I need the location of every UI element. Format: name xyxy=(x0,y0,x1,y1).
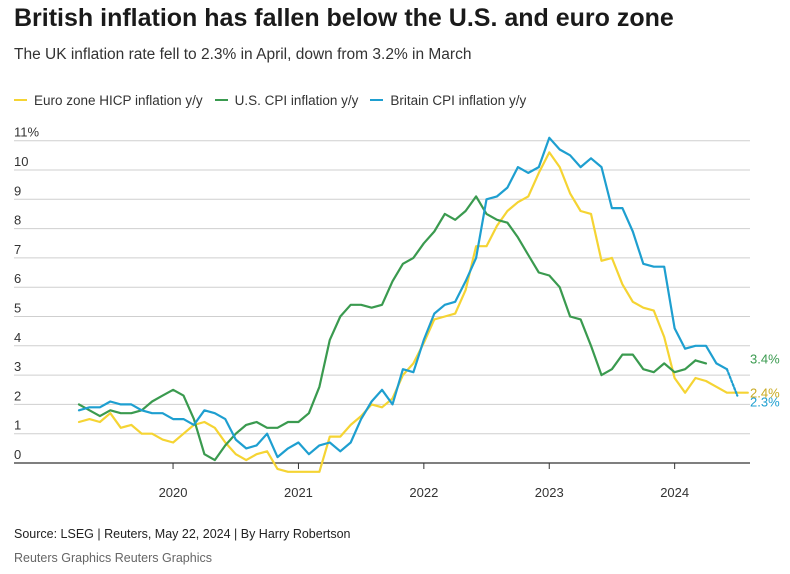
series-latest-segment-us xyxy=(694,359,708,365)
x-tick-label: 2021 xyxy=(284,485,313,500)
x-tick-label: 2022 xyxy=(409,485,438,500)
legend-item-us: U.S. CPI inflation y/y xyxy=(214,92,359,108)
y-tick-label: 1 xyxy=(14,418,21,433)
end-label-us: 3.4% xyxy=(750,351,780,366)
legend-item-uk: Britain CPI inflation y/y xyxy=(370,93,526,108)
x-tick-label: 2020 xyxy=(159,485,188,500)
y-tick-label: 5 xyxy=(14,301,21,316)
y-tick-label: 2 xyxy=(14,388,21,403)
legend-label-euro: Euro zone HICP inflation y/y xyxy=(34,92,203,108)
credit-note: Reuters Graphics Reuters Graphics xyxy=(14,551,212,565)
legend-swatch-uk xyxy=(370,98,384,102)
end-label-uk: 2.3% xyxy=(750,395,780,410)
series-latest-segment-uk xyxy=(725,368,739,397)
series-line-euro xyxy=(77,151,739,473)
y-tick-label: 4 xyxy=(14,330,21,345)
y-tick-label: 10 xyxy=(14,154,28,169)
line-chart: 0 1 2 3 4 5 6 7 8 9 10 11% 2020 2021 2022 2023 2024 2.4% 3… xyxy=(14,125,780,500)
series-line-uk xyxy=(77,136,729,459)
x-tick-label: 2023 xyxy=(535,485,564,500)
legend: Euro zone HICP inflation y/y U.S. CPI in… xyxy=(14,90,538,110)
legend-item-euro: Euro zone HICP inflation y/y xyxy=(14,93,203,108)
y-tick-label: 9 xyxy=(14,183,21,198)
legend-swatch-us xyxy=(214,98,228,102)
legend-label-us: U.S. CPI inflation y/y xyxy=(234,92,359,108)
end-label-euro: 2.4% xyxy=(750,386,780,401)
y-tick-label: 8 xyxy=(14,213,21,228)
y-tick-label: 3 xyxy=(14,359,21,374)
legend-swatch-euro xyxy=(14,98,27,102)
source-note: Source: LSEG | Reuters, May 22, 2024 | B… xyxy=(14,527,351,541)
chart-title: British inflation has fallen below the U… xyxy=(14,4,674,32)
y-tick-label: 6 xyxy=(14,271,21,286)
y-tick-label: 11% xyxy=(14,125,39,140)
y-tick-label: 0 xyxy=(14,447,21,462)
y-tick-label: 7 xyxy=(14,242,21,257)
legend-label-uk: Britain CPI inflation y/y xyxy=(390,92,527,108)
series-line-us xyxy=(77,195,697,462)
x-tick-label: 2024 xyxy=(660,485,689,500)
chart-subtitle: The UK inflation rate fell to 2.3% in Ap… xyxy=(14,46,472,63)
